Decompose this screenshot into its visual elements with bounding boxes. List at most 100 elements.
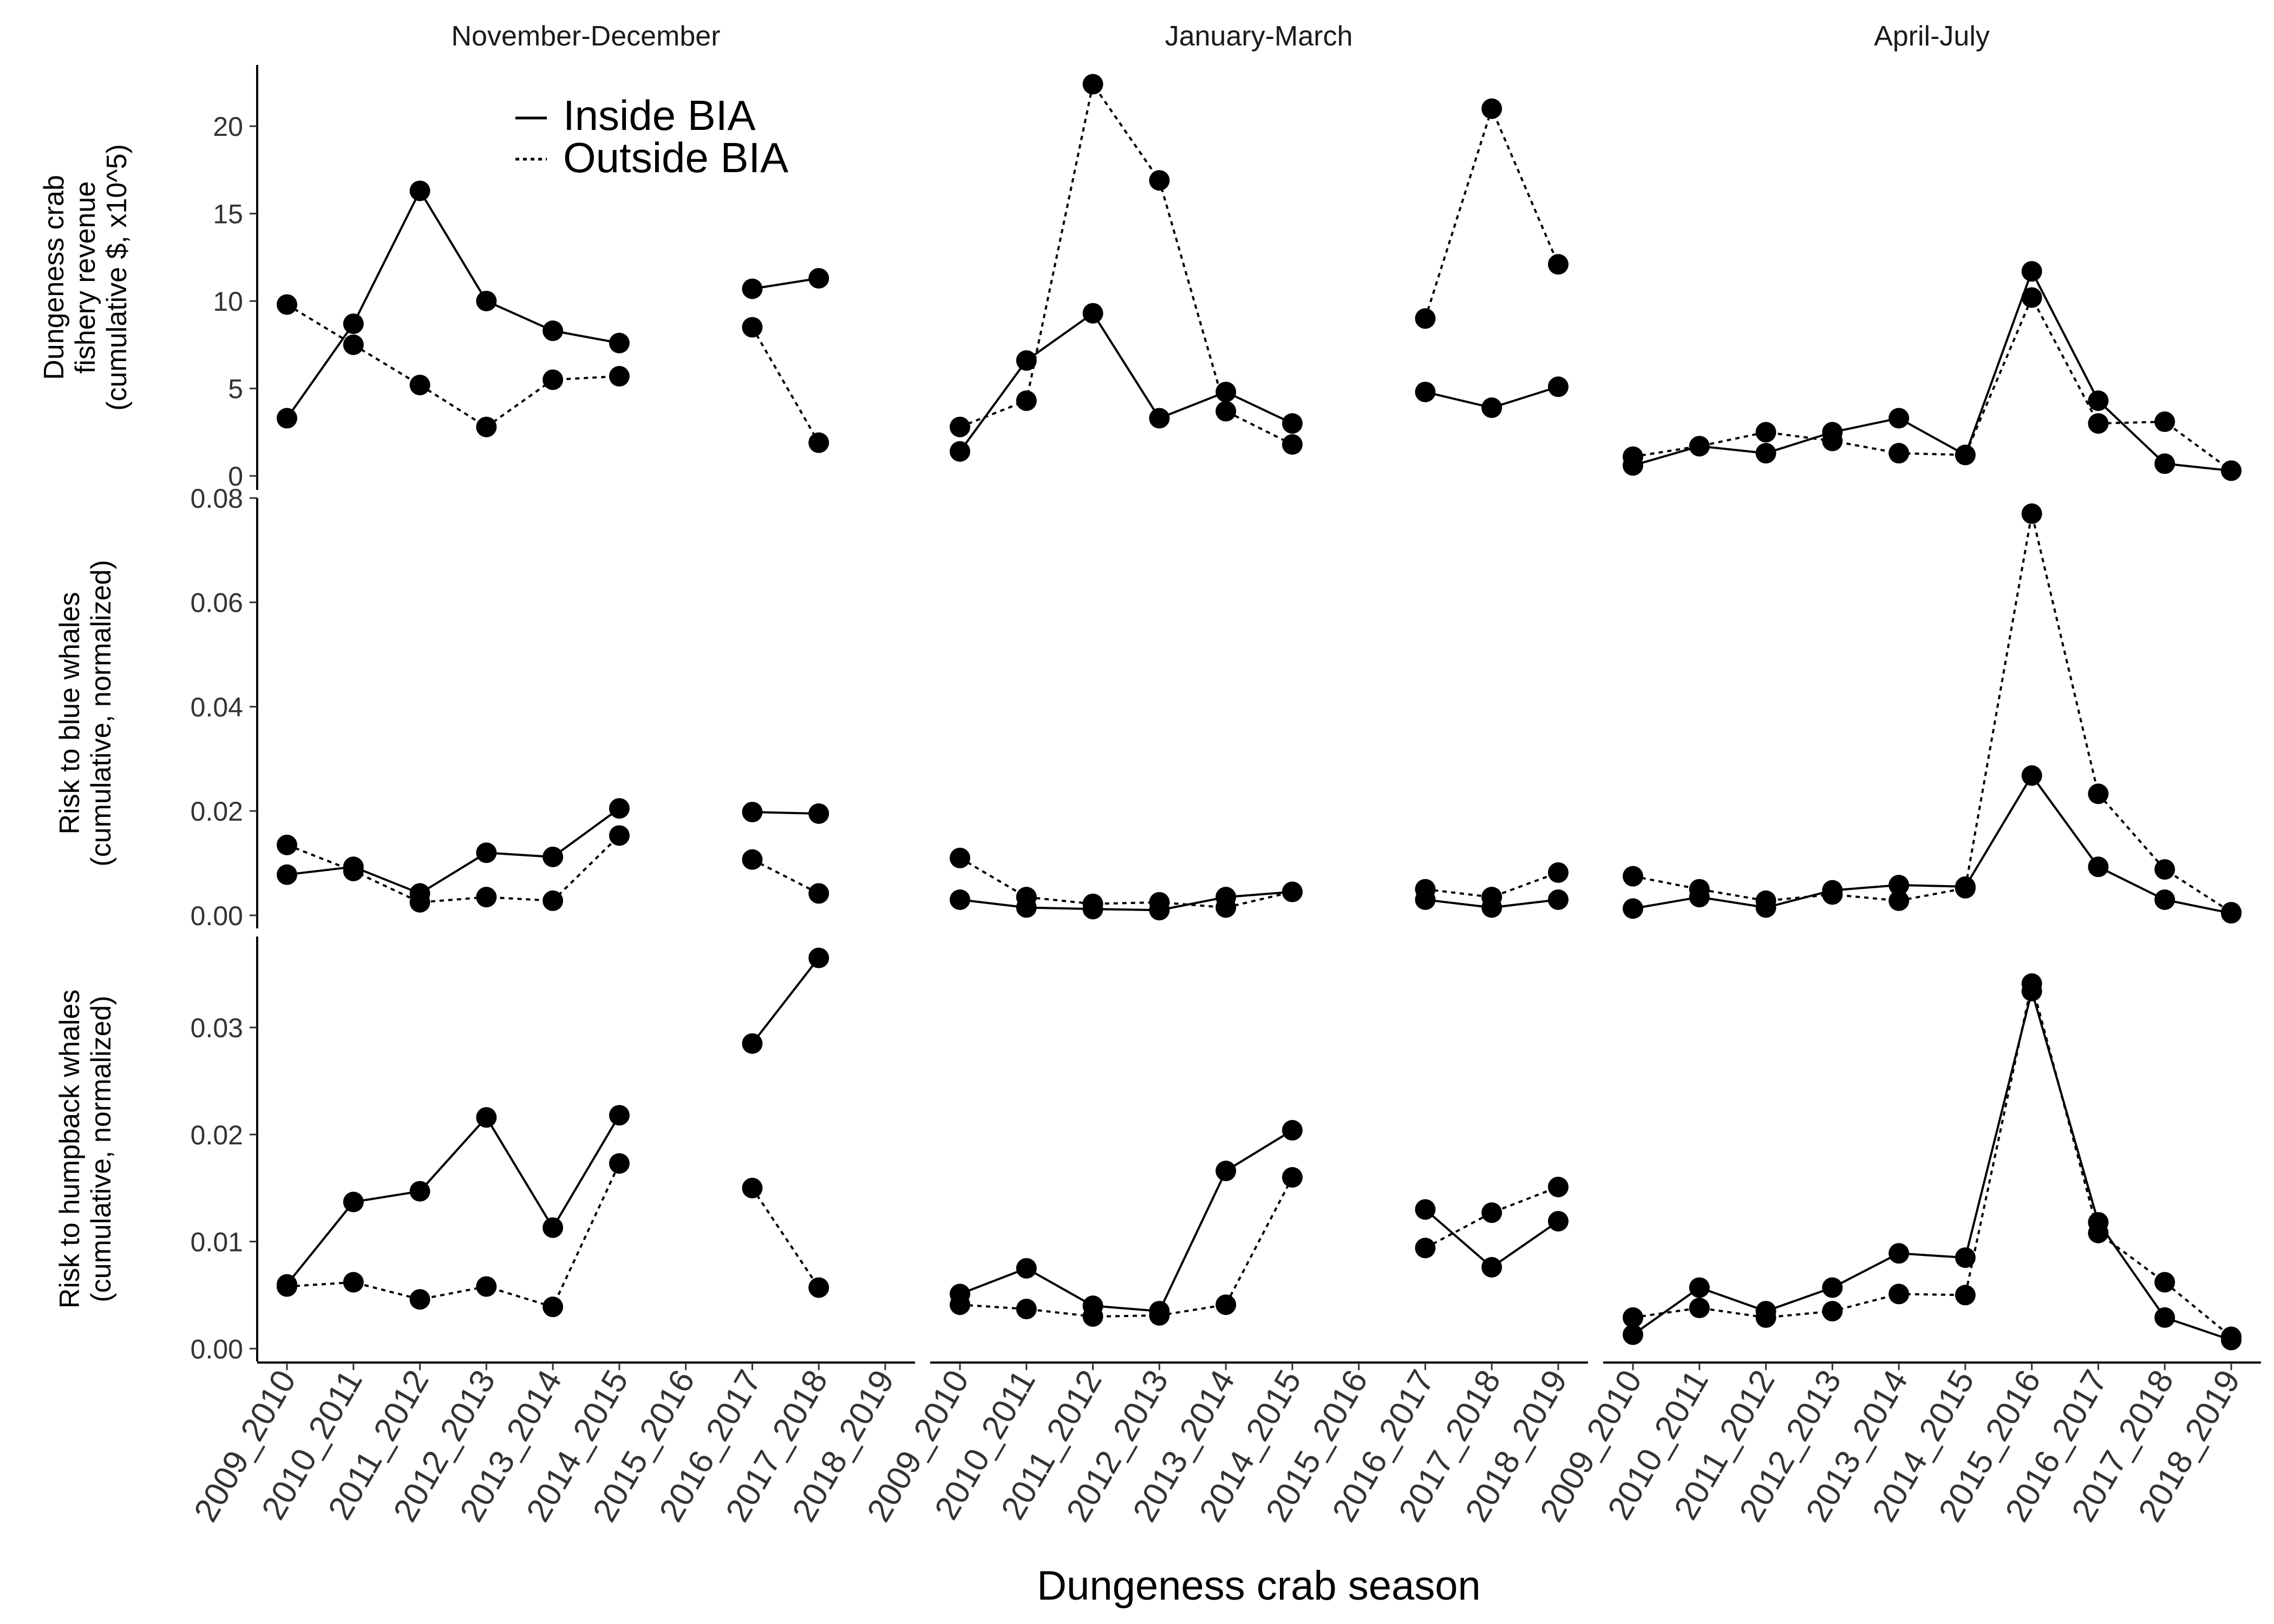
data-point-inside [1216,1161,1237,1182]
data-point-outside [1689,436,1710,457]
legend: Inside BIA Outside BIA [515,91,788,181]
data-point-inside [2021,261,2042,282]
data-point-outside [1415,308,1436,329]
data-point-inside [609,332,630,353]
y-axis-title-line: (cumulative, normalized) [86,560,117,866]
series-line-outside [959,1176,1559,1318]
data-point-inside [1548,1210,1569,1232]
data-point-outside [476,887,497,908]
data-point-outside [609,825,630,846]
data-point-outside [1689,879,1710,900]
data-point-inside [2021,765,2042,786]
series-line-outside [286,303,820,443]
data-point-inside [1481,1256,1502,1278]
data-point-inside [2154,1307,2175,1328]
data-point-inside [409,1181,430,1202]
data-point-outside [2221,460,2242,481]
data-point-outside [543,369,564,390]
data-point-outside [1822,1301,1843,1322]
data-point-outside [2021,503,2042,524]
data-point-outside [808,883,829,904]
data-point-outside [1082,893,1103,914]
y-tick-label: 0.02 [191,1120,243,1150]
series-line-outside [286,835,820,903]
data-point-outside [609,366,630,387]
facet-title-apr-jul: April-July [1874,21,1990,52]
data-point-inside [1016,1258,1037,1279]
data-point-outside [1016,390,1037,411]
series-line-inside [1632,990,2232,1341]
data-point-inside [742,1033,763,1054]
y-tick-label: 0.08 [191,483,243,514]
y-tick-label: 0.02 [191,796,243,827]
data-point-inside [409,180,430,201]
series-line-outside [286,1163,820,1308]
data-point-outside [1082,1306,1103,1327]
data-point-inside [1548,376,1569,397]
y-axis-title-line: Dungeness crab [38,175,70,380]
series-line-inside [1632,270,2232,472]
data-point-outside [1149,892,1170,913]
data-point-outside [1016,887,1037,908]
data-point-inside [742,278,763,299]
data-point-outside [1149,1305,1170,1326]
data-point-inside [808,803,829,824]
data-point-inside [543,320,564,342]
data-point-outside [1481,887,1502,908]
data-point-outside [1415,879,1436,900]
data-point-outside [1282,881,1303,902]
data-point-inside [1282,413,1303,434]
data-point-outside [742,1177,763,1199]
data-point-outside [1216,401,1237,422]
series-line-outside [1632,296,2232,472]
y-tick-label: 0 [228,461,243,492]
data-point-inside [1415,1199,1436,1220]
data-point-inside [2154,453,2175,474]
data-point-inside [543,846,564,867]
data-point-outside [1415,1237,1436,1259]
data-point-outside [543,890,564,911]
data-point-outside [1548,1176,1569,1197]
data-point-inside [343,313,364,335]
data-point-outside [409,375,430,396]
data-point-outside [2088,413,2109,434]
legend-inside-label: Inside BIA [563,91,756,139]
data-point-inside [1216,382,1237,403]
data-point-outside [1481,1202,1502,1223]
data-point-outside [1889,443,1910,464]
data-point-outside [950,1294,970,1315]
series-line-inside [286,807,819,895]
data-point-outside [808,1277,829,1298]
y-axis-title-line: (cumulative $, x10^5) [101,144,133,411]
series-line-outside [1632,512,2232,913]
data-point-inside [1082,303,1103,324]
data-point-inside [1889,1243,1910,1264]
data-point-outside [2088,1222,2109,1243]
data-point-inside [277,408,297,429]
data-point-outside [476,1276,497,1297]
series-line-inside [286,189,819,419]
series-line-inside [959,312,1559,453]
data-point-outside [1689,1298,1710,1319]
data-point-outside [343,1272,364,1293]
data-point-outside [950,847,970,868]
data-point-inside [1016,350,1037,371]
data-point-outside [1149,170,1170,191]
data-point-outside [2221,1326,2242,1347]
y-tick-label: 0.04 [191,692,243,722]
data-point-inside [1623,898,1643,919]
y-tick-label: 10 [213,286,243,317]
data-point-inside [476,1107,497,1128]
data-point-outside [1216,1294,1237,1315]
data-point-inside [2088,390,2109,411]
facet-title-jan-mar: January-March [1165,21,1353,52]
data-point-outside [409,1289,430,1310]
data-point-inside [609,798,630,819]
y-axis-title-line: Risk to blue whales [54,592,86,835]
data-point-inside [1282,1119,1303,1141]
y-axis-title-line: Risk to humpback whales [54,990,86,1309]
data-point-outside [1623,866,1643,887]
data-point-inside [2154,889,2175,910]
y-axis-title-line: (cumulative, normalized) [86,996,117,1302]
